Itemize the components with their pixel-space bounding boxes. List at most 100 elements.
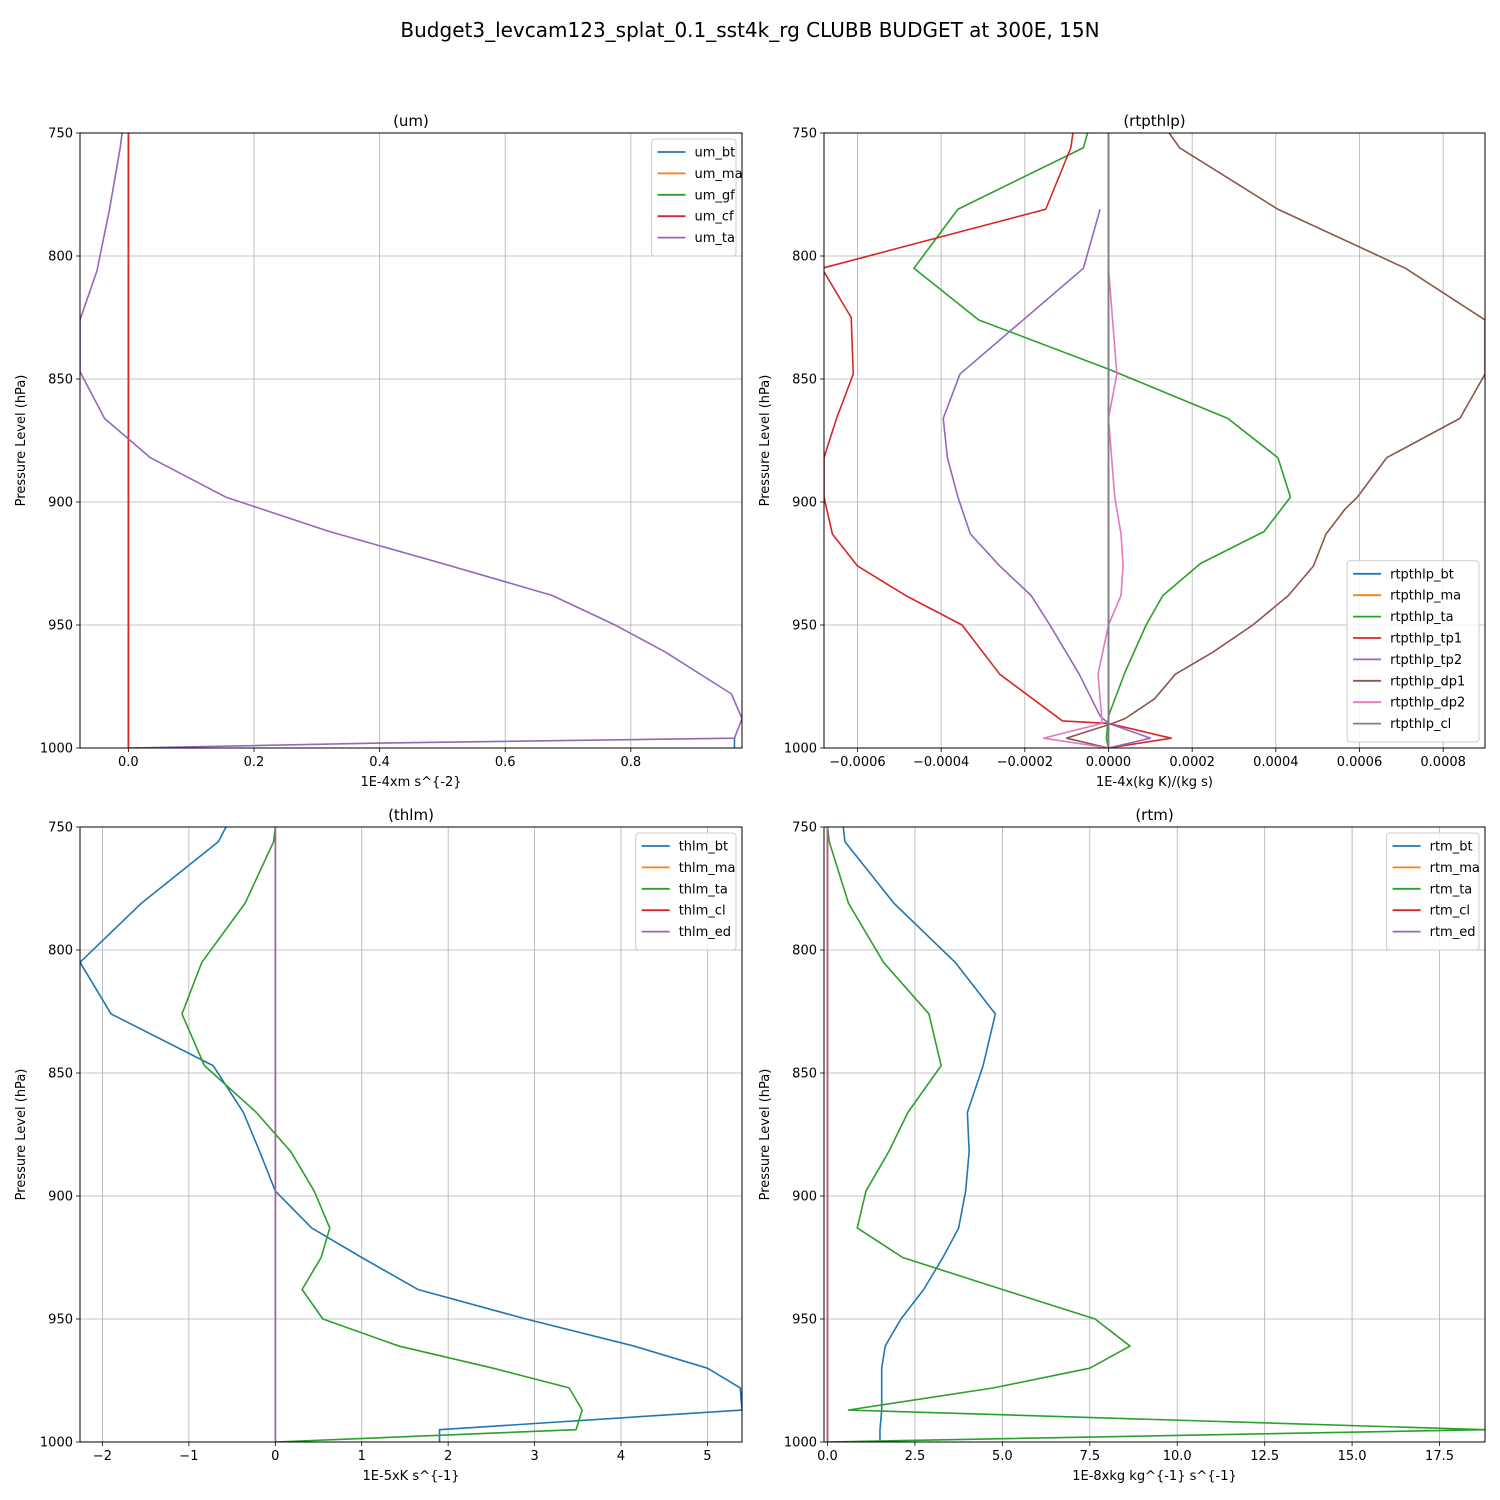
x-tick-label: 5 — [703, 1449, 711, 1464]
panel-1: 0.0 0.2 0.4 0.6 0.8 750 800 850 900 950 1000 (um) 1E… — [14, 112, 743, 790]
legend-box — [1346, 560, 1480, 743]
y-tick-label: 1000 — [784, 742, 817, 757]
x-tick-label: 0.0006 — [1337, 755, 1383, 770]
y-axis-label: Pressure Level (hPa) — [14, 375, 29, 507]
x-tick-label: 0.0 — [118, 755, 139, 770]
y-tick-label: 1000 — [40, 742, 73, 757]
x-tick-label: 0.0008 — [1420, 755, 1466, 770]
series-line-thlm_bt — [80, 827, 742, 1442]
legend-label-rtpthlp_bt: rtpthlp_bt — [1390, 567, 1454, 582]
x-tick-label: 2 — [444, 1449, 452, 1464]
series-line-rtpthlp_tp2 — [942, 209, 1152, 748]
y-tick-label: 900 — [792, 496, 817, 511]
series-line-rtpthlp_dp1 — [1065, 133, 1485, 748]
panel-title: (um) — [393, 112, 429, 130]
legend-box — [1386, 832, 1480, 951]
y-tick-label: 900 — [48, 1190, 73, 1205]
series-group — [80, 133, 742, 748]
x-tick-label: 0.0000 — [1086, 755, 1132, 770]
y-tick-label: 850 — [792, 1067, 817, 1082]
y-tick-label: 1000 — [784, 1436, 817, 1451]
x-axis-label: 1E-4x(kg K)/(kg s) — [1096, 775, 1213, 790]
legend-label-thlm_ta: thlm_ta — [679, 882, 728, 897]
panel-grid: 0.0 0.2 0.4 0.6 0.8 750 800 850 900 950 1000 (um) 1E… — [14, 112, 1486, 1484]
legend-label-rtpthlp_ta: rtpthlp_ta — [1390, 610, 1453, 625]
panel-2: −0.0006 −0.0004 −0.0002 0.0000 0.0002 0.0004 0… — [758, 112, 1486, 790]
x-axis-label: 1E-8xkg kg^{-1} s^{-1} — [1072, 1469, 1237, 1484]
series-group — [824, 133, 1485, 748]
legend-label-um_gf: um_gf — [695, 188, 736, 203]
panel-title: (thlm) — [388, 806, 434, 824]
legend: um_bt um_ma um_gf um_cf um_ta — [651, 138, 743, 257]
legend-label-rtm_ma: rtm_ma — [1430, 861, 1480, 876]
x-tick-label: 0.2 — [244, 755, 265, 770]
legend-label-rtm_ed: rtm_ed — [1430, 925, 1476, 940]
series-line-rtm_bt — [842, 827, 997, 1442]
y-axis-label: Pressure Level (hPa) — [758, 1069, 773, 1201]
x-axis-label: 1E-4xm s^{-2} — [360, 775, 461, 790]
y-tick-label: 800 — [48, 250, 73, 265]
x-tick-label: 0.0002 — [1169, 755, 1215, 770]
legend: thlm_bt thlm_ma thlm_ta thlm_cl thlm_ed — [635, 832, 737, 951]
legend: rtm_bt rtm_ma rtm_ta rtm_cl rtm_ed — [1386, 832, 1480, 951]
x-tick-label: −0.0004 — [913, 755, 969, 770]
x-tick-label: 0 — [271, 1449, 279, 1464]
legend-label-um_ma: um_ma — [695, 167, 743, 182]
y-tick-label: 950 — [48, 1313, 73, 1328]
panel-title: (rtpthlp) — [1123, 112, 1185, 130]
x-tick-label: 3 — [530, 1449, 538, 1464]
series-line-rtm_ta — [826, 827, 1485, 1442]
y-tick-label: 750 — [48, 127, 73, 142]
legend-label-um_cf: um_cf — [695, 210, 735, 225]
legend-label-rtpthlp_tp1: rtpthlp_tp1 — [1390, 632, 1462, 647]
x-tick-label: 0.6 — [495, 755, 516, 770]
panel-3: −2 −1 0 1 2 3 4 5 750 800 850 900 950 1000 (thlm) 1E-5x… — [14, 806, 743, 1484]
legend-label-rtm_bt: rtm_bt — [1430, 840, 1473, 855]
legend-label-rtpthlp_dp2: rtpthlp_dp2 — [1390, 696, 1465, 711]
x-tick-label: −1 — [179, 1449, 198, 1464]
y-tick-label: 800 — [792, 250, 817, 265]
plot-frame — [823, 826, 1486, 1443]
y-tick-label: 800 — [48, 944, 73, 959]
y-tick-label: 900 — [48, 496, 73, 511]
y-tick-label: 850 — [48, 1067, 73, 1082]
y-tick-label: 750 — [792, 821, 817, 836]
legend-label-rtm_ta: rtm_ta — [1430, 882, 1473, 897]
y-tick-label: 900 — [792, 1190, 817, 1205]
legend-box — [635, 832, 737, 951]
x-tick-label: −0.0002 — [997, 755, 1053, 770]
legend-label-rtm_cl: rtm_cl — [1430, 904, 1470, 919]
y-tick-label: 750 — [48, 821, 73, 836]
x-tick-label: 15.0 — [1338, 1449, 1367, 1464]
plot-frame — [823, 132, 1486, 749]
x-tick-label: 5.0 — [992, 1449, 1013, 1464]
x-tick-label: 2.5 — [905, 1449, 926, 1464]
plot-frame — [79, 826, 743, 1443]
y-axis-label: Pressure Level (hPa) — [14, 1069, 29, 1201]
y-tick-label: 950 — [792, 1313, 817, 1328]
y-axis-label: Pressure Level (hPa) — [758, 375, 773, 507]
series-line-rtpthlp_dp2 — [1042, 268, 1124, 748]
x-axis-label: 1E-5xK s^{-1} — [363, 1469, 460, 1484]
legend-label-um_bt: um_bt — [695, 146, 736, 161]
y-tick-label: 850 — [792, 373, 817, 388]
legend-label-rtpthlp_ma: rtpthlp_ma — [1390, 589, 1461, 604]
legend-box — [651, 138, 737, 257]
x-tick-label: −2 — [93, 1449, 112, 1464]
x-tick-label: −0.0006 — [829, 755, 885, 770]
legend: rtpthlp_bt rtpthlp_ma rtpthlp_ta rtpthlp_tp… — [1346, 560, 1480, 743]
panel-4: 0.0 2.5 5.0 7.5 10.0 12.5 15.0 17.5 750 800 850 900… — [758, 806, 1486, 1484]
x-tick-label: 0.0 — [817, 1449, 838, 1464]
panel-title: (rtm) — [1135, 806, 1173, 824]
x-tick-label: 1 — [358, 1449, 366, 1464]
x-tick-label: 10.0 — [1163, 1449, 1192, 1464]
x-tick-label: 4 — [617, 1449, 625, 1464]
x-tick-label: 0.8 — [620, 755, 641, 770]
x-tick-label: 0.4 — [369, 755, 390, 770]
y-tick-label: 800 — [792, 944, 817, 959]
x-tick-label: 12.5 — [1250, 1449, 1279, 1464]
y-tick-label: 950 — [48, 619, 73, 634]
legend-label-um_ta: um_ta — [695, 231, 735, 246]
series-line-thlm_ta — [181, 827, 583, 1442]
